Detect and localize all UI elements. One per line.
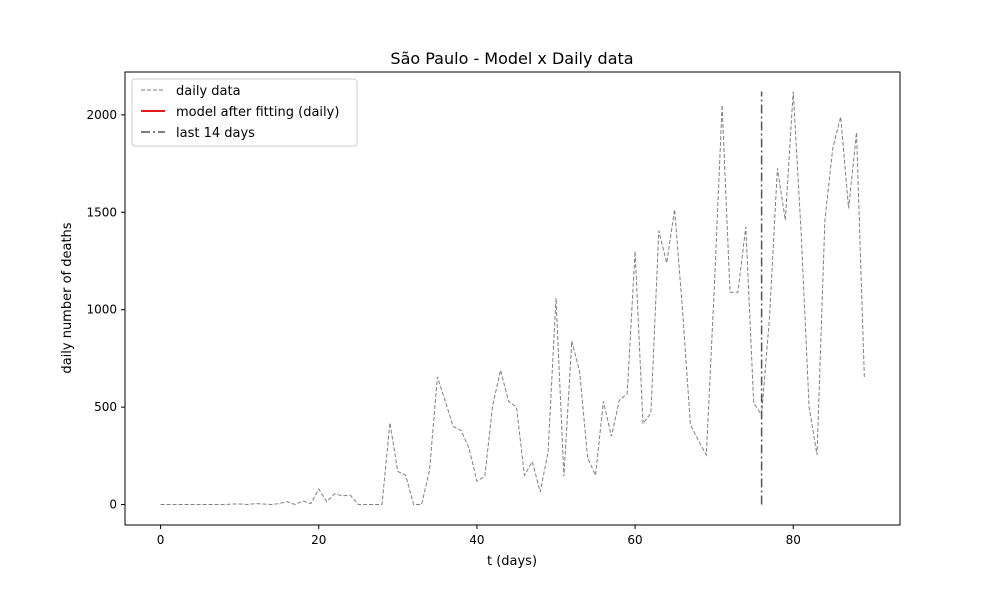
y-axis-label: daily number of deaths — [60, 222, 75, 373]
legend-label-2: last 14 days — [176, 126, 255, 141]
y-axis: 0 500 1000 1500 2000 — [86, 108, 125, 512]
legend: daily data model after fitting (daily) las… — [131, 78, 358, 147]
plot-area — [124, 71, 901, 526]
y-tick-label: 500 — [94, 400, 117, 414]
plot-frame — [124, 71, 901, 526]
x-axis: 0 20 40 60 80 — [157, 525, 801, 547]
series-line-0 — [160, 91, 865, 506]
x-tick-label: 80 — [786, 533, 801, 547]
legend-box — [131, 78, 358, 147]
y-tick-label: 2000 — [86, 108, 117, 122]
y-tick-label: 0 — [109, 498, 117, 512]
x-tick-label: 60 — [627, 533, 642, 547]
x-tick-label: 0 — [157, 533, 165, 547]
x-tick-label: 20 — [311, 533, 326, 547]
y-tick-label: 1000 — [86, 303, 117, 317]
legend-label-1: model after fitting (daily) — [176, 105, 339, 120]
x-axis-label: t (days) — [487, 554, 537, 569]
y-tick-label: 1500 — [86, 205, 117, 219]
chart-title: São Paulo - Model x Daily data — [390, 49, 633, 68]
legend-label-0: daily data — [176, 84, 241, 99]
x-tick-label: 40 — [469, 533, 484, 547]
series-layer — [160, 91, 865, 506]
